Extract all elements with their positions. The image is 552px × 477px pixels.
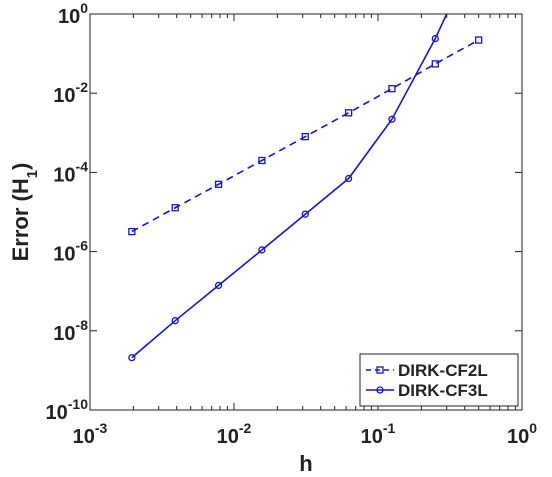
y-tick-label: 10-2: [53, 79, 88, 107]
data-point-dirk-cf2l: [171, 204, 179, 212]
data-point-dirk-cf2l: [388, 85, 396, 93]
series-line-dirk-cf2l: [131, 39, 480, 233]
y-tick-label-base: 10: [53, 164, 75, 186]
y-axis-label-close: ): [8, 163, 33, 170]
legend-label-dirk-cf2l: DIRK-CF2L: [398, 361, 488, 380]
series-line-dirk-cf3l: [131, 14, 448, 359]
data-point-dirk-cf2l: [128, 227, 136, 236]
y-axis-label: Error (H1): [8, 163, 41, 262]
y-tick-label-exponent: -10: [68, 396, 88, 412]
x-tick-label: 100: [507, 420, 537, 448]
series-dirk-cf2l: [128, 36, 483, 236]
y-tick-label: 10-8: [53, 317, 88, 345]
x-tick-label-base: 10: [73, 426, 95, 448]
legend-box: [359, 353, 519, 407]
x-tick-label-exponent: -3: [95, 420, 108, 436]
x-tick-labels: 10-3 10-2 10-1 100: [73, 420, 538, 448]
data-point-dirk-cf3l: [214, 281, 223, 290]
legend: DIRK-CF2L DIRK-CF3L: [359, 353, 519, 407]
data-point-dirk-cf3l: [128, 353, 136, 362]
y-tick-label-base: 10: [58, 6, 80, 28]
y-tick-label: 10-10: [46, 396, 89, 424]
x-tick-label-base: 10: [507, 426, 529, 448]
legend-marker-dirk-cf3l: [376, 386, 384, 394]
y-axis-label-subscript: 1: [24, 170, 41, 178]
y-tick-label-base: 10: [53, 85, 75, 107]
axis-ticks: [89, 13, 523, 411]
data-point-dirk-cf3l: [258, 246, 266, 254]
data-point-dirk-cf3l: [344, 174, 353, 183]
y-tick-label: 10-6: [53, 238, 88, 266]
series-dirk-cf3l: [128, 14, 448, 362]
y-tick-label-exponent: 0: [80, 0, 88, 16]
y-tick-label-exponent: -4: [76, 158, 89, 174]
data-point-dirk-cf2l: [344, 109, 353, 117]
data-point-dirk-cf2l: [214, 180, 223, 188]
x-tick-label-base: 10: [361, 426, 383, 448]
x-tick-label: 10-2: [217, 420, 252, 448]
y-tick-label-exponent: -8: [76, 317, 89, 333]
y-axis-label-main: Error (H: [8, 178, 33, 261]
data-point-dirk-cf3l: [171, 317, 179, 325]
series-layer: [128, 14, 483, 362]
data-point-dirk-cf2l: [301, 132, 309, 141]
data-point-dirk-cf2l: [475, 36, 483, 44]
data-point-dirk-cf2l: [431, 60, 439, 68]
legend-marker-dirk-cf2l: [376, 366, 384, 374]
x-tick-label-exponent: -1: [383, 420, 396, 436]
legend-label-dirk-cf3l: DIRK-CF3L: [398, 381, 488, 400]
data-point-dirk-cf2l: [258, 156, 266, 165]
x-tick-label-exponent: 0: [529, 420, 537, 436]
x-tick-label: 10-3: [73, 420, 108, 448]
y-tick-label: 10-4: [53, 158, 88, 186]
x-tick-label: 10-1: [361, 420, 396, 448]
data-point-dirk-cf3l: [431, 34, 439, 43]
plot-frame: [89, 13, 523, 411]
y-tick-label-base: 10: [53, 323, 75, 345]
x-tick-label-exponent: -2: [239, 420, 252, 436]
x-tick-label-base: 10: [217, 426, 239, 448]
y-tick-label-base: 10: [46, 402, 68, 424]
y-tick-label: 100: [58, 0, 88, 28]
y-tick-label-exponent: -6: [76, 238, 89, 254]
data-point-dirk-cf3l: [388, 115, 396, 123]
x-axis-label: h: [299, 451, 312, 476]
y-tick-label-base: 10: [53, 244, 75, 266]
y-tick-label-exponent: -2: [76, 79, 89, 95]
data-point-dirk-cf3l: [301, 210, 309, 218]
